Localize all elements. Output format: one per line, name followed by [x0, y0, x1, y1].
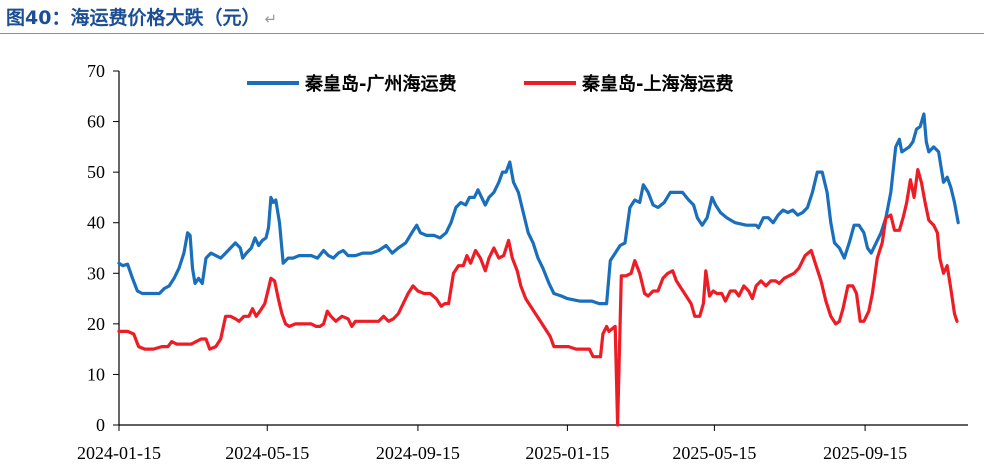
- y-tick-label: 20: [87, 314, 105, 334]
- chart-legend: 秦皇岛-广州海运费 秦皇岛-上海海运费: [247, 73, 733, 95]
- y-tick-label: 60: [87, 112, 105, 132]
- figure-title: 图40：海运费价格大跌（元） ↵: [6, 3, 277, 30]
- x-tick-label: 2024-09-15: [376, 443, 460, 463]
- title-divider: [0, 33, 984, 34]
- chart-axes: 0 10 20 30 40 50 60 70 2024-01-15 2024-05-15 2024-…: [77, 61, 968, 463]
- y-tick-label: 30: [87, 263, 105, 283]
- legend-label-1: 秦皇岛-广州海运费: [304, 73, 456, 95]
- legend-label-2: 秦皇岛-上海海运费: [581, 73, 733, 95]
- y-tick-label: 40: [87, 213, 105, 233]
- x-tick-label: 2025-05-15: [672, 443, 756, 463]
- x-tick-label: 2025-09-15: [823, 443, 907, 463]
- y-tick-label: 0: [96, 415, 105, 435]
- x-tick-label: 2025-01-15: [525, 443, 609, 463]
- figure-title-text: 图40：海运费价格大跌（元）: [6, 7, 261, 29]
- series-line-1: [117, 112, 960, 306]
- y-tick-label: 50: [87, 162, 105, 182]
- y-tick-label: 10: [87, 364, 105, 384]
- x-tick-label: 2024-01-15: [77, 443, 161, 463]
- x-tick-label: 2024-05-15: [225, 443, 309, 463]
- series-line-2: [117, 168, 959, 427]
- y-tick-label: 70: [87, 61, 105, 81]
- series-layer: [117, 112, 960, 427]
- return-mark-icon: ↵: [264, 10, 278, 28]
